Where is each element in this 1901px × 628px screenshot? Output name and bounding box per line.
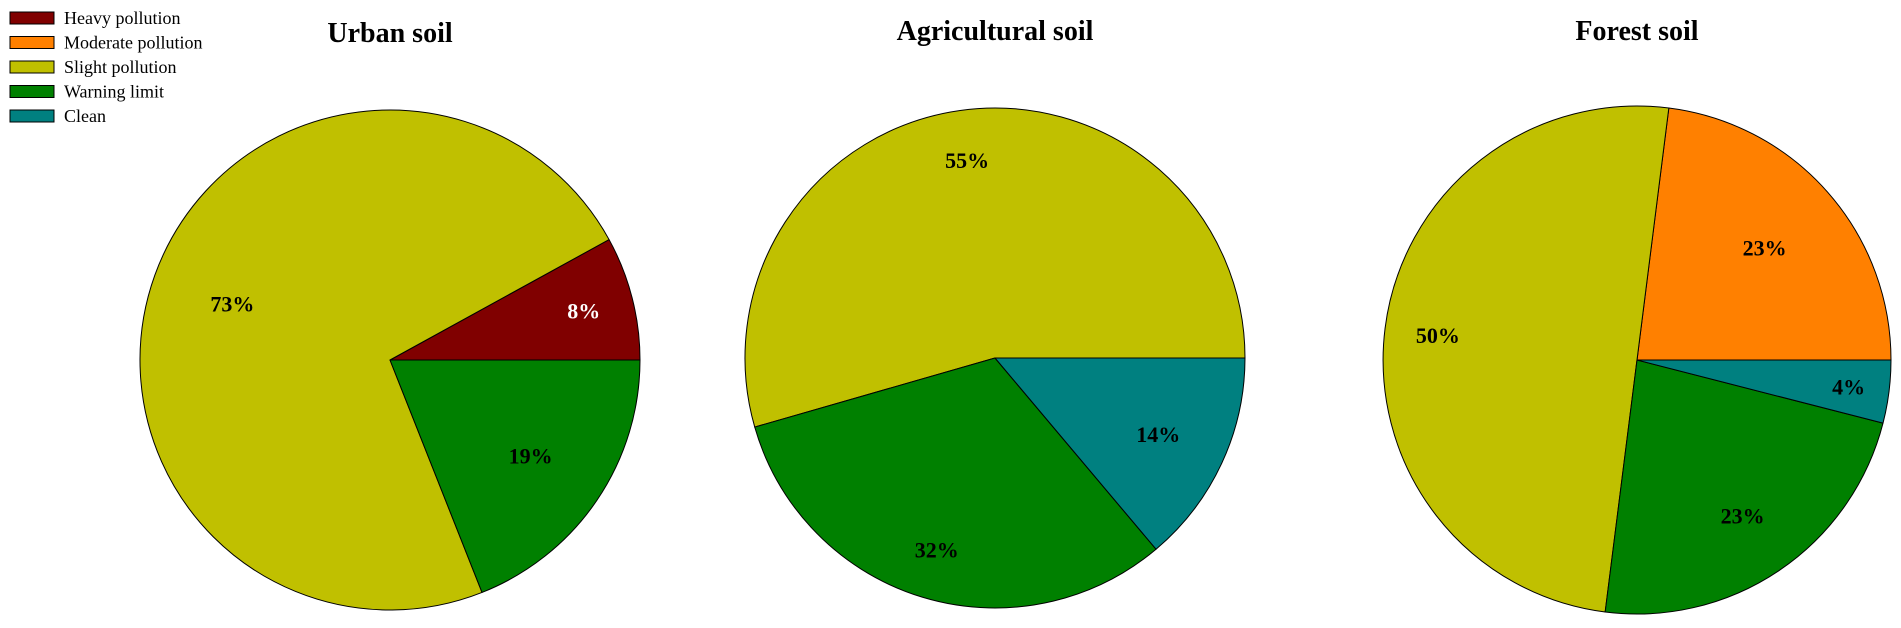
slice-label-clean: 4% [1832,375,1865,400]
slice-label-clean: 14% [1136,422,1180,447]
charts: Urban soil 8% 73% 19% Agricultural soil 55% 32… [139,16,1892,615]
pie-slice-moderate-pollution [1636,107,1892,361]
legend-label: Heavy pollution [64,8,180,28]
pie-chart-agricultural-soil: Agricultural soil 55% 32% 14% [744,16,1246,609]
legend-label: Warning limit [64,82,164,102]
legend-item-heavy-pollution: Heavy pollution [9,8,180,28]
slice-label-heavy-pollution: 8% [567,298,600,323]
legend-swatch-slight-pollution [9,60,55,74]
legend-swatch-moderate-pollution [9,36,55,49]
legend-swatch-warning-limit [9,85,55,98]
slice-label-warning-limit: 19% [509,444,553,469]
chart-title: Forest soil [1575,16,1698,47]
pie-slice-clean [1636,359,1892,424]
pie-slice-slight-pollution [139,109,610,611]
slice-label-slight-pollution: 73% [210,291,254,316]
pie-slice-warning-limit [754,357,1157,609]
pie-slice-slight-pollution [1383,105,1670,613]
legend-item-slight-pollution: Slight pollution [9,57,177,77]
slice-label-warning-limit: 23% [1721,503,1765,528]
slice-label-moderate-pollution: 23% [1743,235,1787,260]
legend-item-clean: Clean [9,106,106,126]
pie-slice-heavy-pollution [389,239,641,361]
chart-title: Agricultural soil [897,16,1094,47]
legend-swatch-heavy-pollution [9,11,55,25]
legend-label: Moderate pollution [64,33,202,53]
legend-swatch-clean [9,109,55,123]
legend-item-moderate-pollution: Moderate pollution [9,33,202,53]
legend-item-warning-limit: Warning limit [9,82,164,102]
legend-label: Slight pollution [64,57,177,77]
pie-chart-forest-soil: Forest soil 23% 50% 23% 4% [1383,16,1892,615]
pie-slice-warning-limit [1604,359,1884,615]
legend-label: Clean [64,106,106,126]
slice-label-warning-limit: 32% [915,537,959,562]
pie-slice-slight-pollution [744,107,1246,428]
chart-title: Urban soil [327,18,452,49]
slice-label-slight-pollution: 50% [1416,323,1460,348]
pie-chart-urban-soil: Urban soil 8% 73% 19% [139,18,641,611]
pie-slice-clean [994,357,1246,550]
legend: Heavy pollution Moderate pollution Slight … [9,8,202,126]
pie-slice-warning-limit [389,359,641,593]
slice-label-slight-pollution: 55% [945,148,989,173]
